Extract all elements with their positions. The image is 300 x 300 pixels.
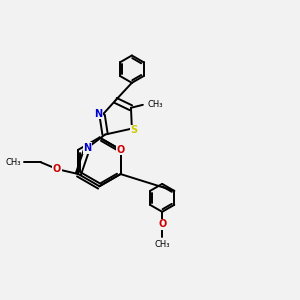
Text: N: N [94,109,103,119]
Text: CH₃: CH₃ [147,100,163,109]
Text: CH₃: CH₃ [154,240,170,249]
Text: N: N [83,143,91,153]
Text: CH₃: CH₃ [6,158,21,167]
Text: O: O [116,145,125,155]
Text: O: O [158,219,166,229]
Text: O: O [53,164,61,174]
Text: S: S [131,125,138,135]
